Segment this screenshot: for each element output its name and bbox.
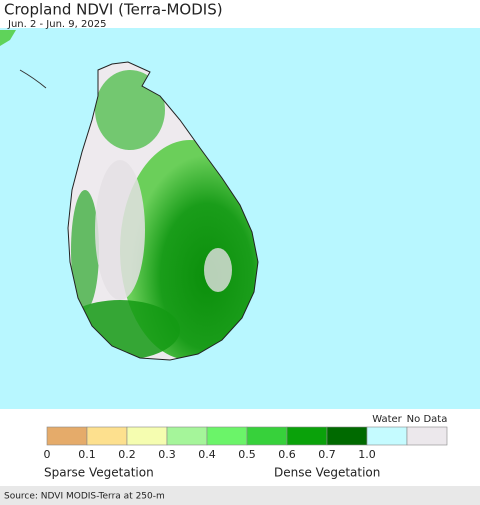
subtitle: Jun. 2 - Jun. 9, 2025 [7,19,106,30]
legend-swatch [286,426,328,446]
legend-swatch [246,426,288,446]
left-caption: Sparse Vegetation [44,466,154,480]
north-vegetation [95,70,165,150]
legend-tick-label: 0.3 [158,448,176,461]
right-caption: Dense Vegetation [274,466,380,480]
dry-zone [95,160,145,300]
legend-swatch [206,426,248,446]
source: Source: NDVI MODIS-Terra at 250-m [4,492,165,502]
island [68,62,258,360]
legend-tick-label: 0.1 [78,448,96,461]
legend: 0 0.1 0.2 0.3 0.4 0.5 0.6 0.7 1.0 [44,426,448,461]
dense-vegetation [120,140,258,360]
legend-tick-label: 0.7 [318,448,336,461]
title: Cropland NDVI (Terra-MODIS) [4,1,223,19]
legend-swatch [166,426,208,446]
west-vegetation [71,190,99,310]
legend-tick-label: 0.5 [238,448,256,461]
legend-tick-label: 0.2 [118,448,136,461]
legend-tick-label: 1.0 [358,448,376,461]
legend-swatch [406,426,448,446]
sparse-patch [204,248,232,292]
no-data-label: No Data [407,414,448,425]
water-label: Water [372,414,402,425]
legend-swatch [126,426,168,446]
legend-tick-label: 0.4 [198,448,216,461]
legend-swatch [86,426,128,446]
source-bar [0,486,480,505]
legend-tick-label: 0.6 [278,448,296,461]
legend-swatch [46,426,88,446]
adams-bridge [19,69,47,89]
coastline [67,61,259,361]
legend-swatch [366,426,408,446]
mainland-coast [0,30,16,46]
legend-swatch [326,426,368,446]
legend-tick-label: 0 [44,448,51,461]
